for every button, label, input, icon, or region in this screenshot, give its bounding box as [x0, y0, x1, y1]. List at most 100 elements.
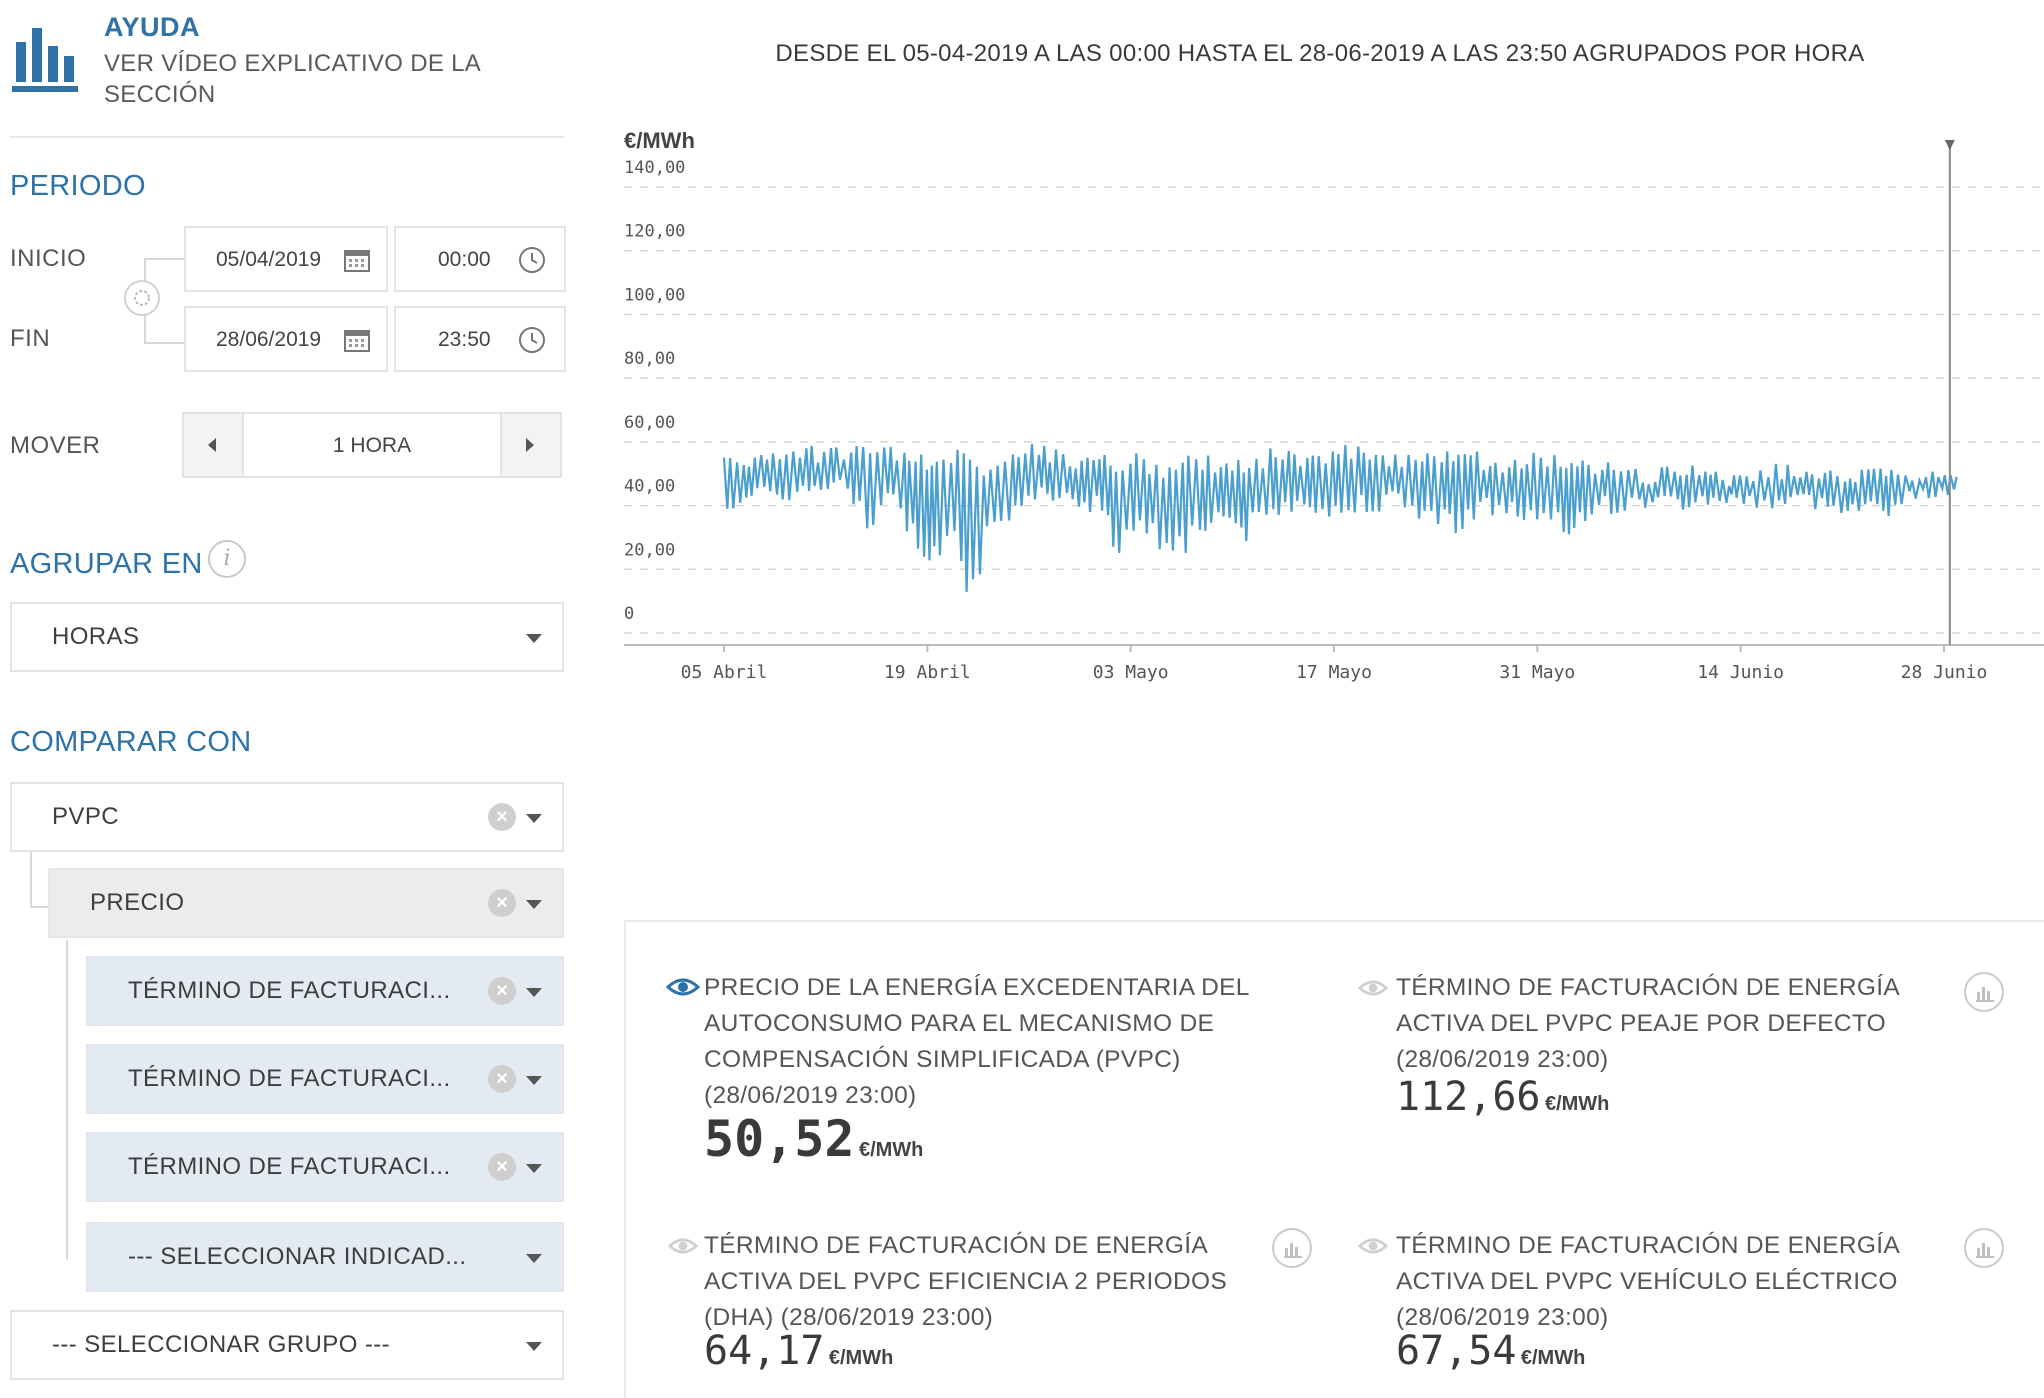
compare-select-precio[interactable]: PRECIO ×: [48, 868, 564, 938]
mini-chart-icon[interactable]: [1272, 1228, 1312, 1268]
inicio-time-input[interactable]: 00:00: [394, 226, 566, 292]
y-tick-label: 80,00: [624, 349, 675, 369]
mini-chart-icon[interactable]: [1964, 1228, 2004, 1268]
clear-icon[interactable]: ×: [488, 803, 516, 831]
chevron-down-icon: [526, 1254, 542, 1263]
mover-label: MOVER: [10, 432, 101, 459]
card-unit: €/MWh: [1520, 1347, 1586, 1369]
x-tick-label: 03 Mayo: [1093, 662, 1169, 683]
x-tick-label: 17 Mayo: [1296, 662, 1372, 683]
compare-select-termino-2[interactable]: TÉRMINO DE FACTURACI... ×: [86, 1044, 564, 1114]
inicio-time-value: 00:00: [438, 248, 491, 271]
compare-select-termino-1[interactable]: TÉRMINO DE FACTURACI... ×: [86, 956, 564, 1026]
clear-icon[interactable]: ×: [488, 889, 516, 917]
card-value-row: 50,52 €/MWh: [704, 1110, 923, 1168]
card-value: 67,54: [1396, 1328, 1517, 1374]
agrupar-value: HORAS: [52, 623, 140, 650]
help-subtitle-line1: VER VÍDEO EXPLICATIVO DE LA: [104, 50, 482, 77]
help-title[interactable]: AYUDA: [104, 12, 201, 42]
chevron-down-icon: [526, 1076, 542, 1085]
compare-select-label: PRECIO: [90, 889, 185, 916]
fin-time-input[interactable]: 23:50: [394, 306, 566, 372]
divider: [10, 136, 564, 138]
card-unit: €/MWh: [1544, 1093, 1610, 1115]
compare-select-label: TÉRMINO DE FACTURACI...: [128, 1065, 451, 1092]
mover-stepper: 1 HORA: [182, 412, 562, 478]
clock-icon[interactable]: [518, 326, 546, 359]
card-title-line: ACTIVA DEL PVPC PEAJE POR DEFECTO: [1396, 1010, 1887, 1037]
y-axis: 0 20,00 40,00 60,00 80,00 100,00 120,00 140,00: [624, 158, 685, 624]
card-title-line: AUTOCONSUMO PARA EL MECANISMO DE: [704, 1010, 1215, 1037]
clear-icon[interactable]: ×: [488, 1153, 516, 1181]
clock-icon[interactable]: [518, 246, 546, 279]
mover-next-button[interactable]: [500, 414, 560, 476]
x-axis: 05 Abril 19 Abril 03 Mayo 17 Mayo 31 Mayo 14 …: [624, 644, 2044, 683]
fin-label: FIN: [10, 325, 51, 352]
clear-icon[interactable]: ×: [488, 977, 516, 1005]
chart-ylabel: €/MWh: [624, 128, 695, 153]
inicio-date-input[interactable]: 05/04/2019: [184, 226, 388, 292]
agrupar-heading: AGRUPAR EN: [10, 548, 203, 580]
help-video-link[interactable]: VER VÍDEO EXPLICATIVO DE LA SECCIÓN: [104, 48, 481, 110]
chart-header: DESDE EL 05-04-2019 A LAS 00:00 HASTA EL…: [775, 40, 1865, 67]
compare-select-label: TÉRMINO DE FACTURACI...: [128, 977, 451, 1004]
x-tick-label: 14 Junio: [1697, 662, 1784, 683]
y-tick-label: 20,00: [624, 540, 675, 560]
tree-line: [66, 940, 88, 1260]
help-chart-icon[interactable]: [10, 22, 82, 96]
fin-date-value: 28/06/2019: [216, 328, 322, 351]
card-unit: €/MWh: [858, 1139, 924, 1161]
compare-select-indicador[interactable]: --- SELECCIONAR INDICAD...: [86, 1222, 564, 1292]
y-tick-label: 0: [624, 604, 634, 624]
mover-prev-button[interactable]: [184, 414, 244, 476]
help-subtitle-line2: SECCIÓN: [104, 81, 216, 108]
values-panel: [624, 920, 2044, 1398]
y-tick-label: 100,00: [624, 285, 685, 305]
card-title: TÉRMINO DE FACTURACIÓN DE ENERGÍA ACTIVA…: [704, 1228, 1227, 1336]
clear-icon[interactable]: ×: [488, 1065, 516, 1093]
mini-chart-icon[interactable]: [1964, 972, 2004, 1012]
comparar-heading: COMPARAR CON: [10, 726, 252, 758]
x-tick-label: 05 Abril: [681, 662, 768, 683]
card-title: PRECIO DE LA ENERGÍA EXCEDENTARIA DEL AU…: [704, 970, 1250, 1114]
eye-icon[interactable]: [1357, 1236, 1389, 1261]
card-value-row: 67,54 €/MWh: [1396, 1328, 1585, 1374]
chevron-down-icon: [526, 814, 542, 823]
card-title-line: (DHA) (28/06/2019 23:00): [704, 1304, 994, 1331]
inicio-date-value: 05/04/2019: [216, 248, 322, 271]
cursor-handle-icon[interactable]: [1941, 140, 1959, 150]
caret-right-icon: [526, 438, 534, 452]
eye-icon[interactable]: [665, 976, 701, 1003]
calendar-icon[interactable]: [344, 328, 370, 357]
inicio-label: INICIO: [10, 245, 87, 272]
compare-select-pvpc[interactable]: PVPC ×: [10, 782, 564, 852]
card-title-line: TÉRMINO DE FACTURACIÓN DE ENERGÍA: [1396, 974, 1901, 1001]
chart-grid: [624, 186, 2044, 634]
card-value: 64,17: [704, 1328, 825, 1374]
link-dates-icon[interactable]: [124, 280, 160, 316]
fin-date-input[interactable]: 28/06/2019: [184, 306, 388, 372]
card-title: TÉRMINO DE FACTURACIÓN DE ENERGÍA ACTIVA…: [1396, 1228, 1900, 1336]
eye-icon[interactable]: [1357, 978, 1389, 1003]
calendar-icon[interactable]: [344, 248, 370, 277]
info-icon[interactable]: i: [208, 540, 246, 578]
card-title: TÉRMINO DE FACTURACIÓN DE ENERGÍA ACTIVA…: [1396, 970, 1900, 1078]
price-chart[interactable]: 020,0040,0060,0080,00100,00120,00140,00 …: [624, 140, 2044, 900]
card-title-line: TÉRMINO DE FACTURACIÓN DE ENERGÍA: [704, 1232, 1209, 1259]
chevron-down-icon: [526, 900, 542, 909]
time-cursor[interactable]: [1941, 140, 1959, 645]
chevron-down-icon: [526, 1164, 542, 1173]
y-tick-label: 140,00: [624, 158, 685, 178]
mover-value: 1 HORA: [332, 434, 412, 457]
compare-select-label: TÉRMINO DE FACTURACI...: [128, 1153, 451, 1180]
compare-select-termino-3[interactable]: TÉRMINO DE FACTURACI... ×: [86, 1132, 564, 1202]
agrupar-select[interactable]: HORAS: [10, 602, 564, 672]
card-value: 50,52: [704, 1110, 855, 1168]
compare-select-label: --- SELECCIONAR GRUPO ---: [52, 1331, 391, 1358]
compare-select-label: --- SELECCIONAR INDICAD...: [128, 1243, 467, 1270]
y-tick-label: 60,00: [624, 413, 675, 433]
tree-line: [30, 852, 50, 908]
eye-icon[interactable]: [667, 1236, 699, 1261]
periodo-heading: PERIODO: [10, 170, 146, 202]
compare-select-grupo[interactable]: --- SELECCIONAR GRUPO ---: [10, 1310, 564, 1380]
